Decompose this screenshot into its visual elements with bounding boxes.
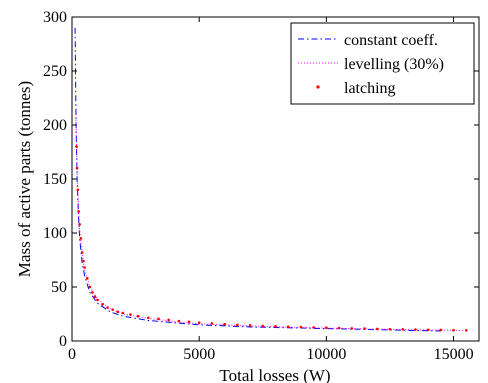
data-point bbox=[363, 327, 366, 330]
axis-tick-labels: 0 5000 10000 15000 0 50 100 150 200 250 300 bbox=[43, 9, 474, 363]
y-tick-label: 50 bbox=[51, 279, 67, 296]
data-point bbox=[78, 223, 81, 226]
data-point bbox=[197, 321, 201, 324]
legend: constant coeff. levelling (30%) latching bbox=[290, 22, 475, 105]
data-point bbox=[116, 310, 120, 314]
series-layer bbox=[74, 27, 468, 332]
data-point bbox=[91, 291, 94, 294]
data-point bbox=[299, 325, 303, 329]
data-point bbox=[312, 326, 315, 329]
data-point bbox=[147, 316, 150, 320]
data-point bbox=[157, 317, 160, 321]
series-latching bbox=[75, 145, 468, 332]
data-point bbox=[286, 325, 290, 329]
data-point bbox=[121, 311, 125, 315]
data-point bbox=[101, 302, 104, 306]
data-point bbox=[464, 329, 468, 332]
x-axis-label: Total losses (W) bbox=[219, 366, 330, 383]
data-point bbox=[88, 285, 92, 289]
data-point bbox=[187, 320, 191, 324]
y-tick-label: 100 bbox=[43, 225, 67, 242]
data-point bbox=[426, 328, 430, 332]
data-point bbox=[388, 327, 392, 331]
legend-label-levelling: levelling (30%) bbox=[344, 56, 444, 73]
y-tick-label: 250 bbox=[43, 63, 67, 80]
data-point bbox=[96, 298, 99, 302]
data-point bbox=[111, 308, 114, 311]
data-point bbox=[439, 328, 443, 332]
data-point bbox=[75, 166, 79, 170]
x-tick-label: 15000 bbox=[434, 346, 474, 363]
data-point bbox=[236, 323, 239, 327]
legend-label-constant-coeff: constant coeff. bbox=[344, 32, 438, 49]
x-tick-label: 10000 bbox=[306, 346, 346, 363]
series-line-constant-coeff bbox=[74, 27, 441, 332]
data-point bbox=[223, 322, 226, 326]
data-point bbox=[177, 319, 181, 323]
data-point bbox=[83, 266, 87, 269]
data-point bbox=[375, 327, 379, 331]
data-point bbox=[210, 322, 214, 325]
series-line-levelling-30 bbox=[75, 114, 467, 332]
y-axis-label: Mass of active parts (tonnes) bbox=[15, 81, 34, 277]
x-tick-label: 5000 bbox=[183, 346, 215, 363]
data-point bbox=[401, 328, 404, 331]
data-point bbox=[261, 324, 265, 328]
data-point bbox=[350, 327, 354, 330]
data-point bbox=[452, 328, 455, 332]
data-point bbox=[85, 277, 89, 280]
legend-label-latching: latching bbox=[344, 80, 396, 97]
data-point bbox=[325, 326, 328, 330]
data-point bbox=[337, 326, 341, 330]
data-point bbox=[75, 145, 78, 148]
y-tick-label: 0 bbox=[59, 333, 67, 350]
data-point bbox=[80, 251, 84, 254]
x-tick-label: 0 bbox=[68, 346, 76, 363]
y-tick-label: 200 bbox=[43, 117, 67, 134]
data-point bbox=[274, 325, 277, 328]
data-point bbox=[79, 237, 83, 240]
data-point bbox=[136, 314, 140, 318]
data-point bbox=[167, 318, 170, 322]
data-point bbox=[106, 306, 109, 309]
data-point bbox=[93, 295, 97, 299]
y-tick-label: 150 bbox=[43, 171, 67, 188]
y-tick-label: 300 bbox=[43, 9, 67, 26]
legend-box bbox=[290, 22, 475, 105]
data-point bbox=[76, 188, 80, 192]
data-point bbox=[414, 328, 417, 331]
data-point bbox=[248, 324, 252, 327]
data-point bbox=[129, 313, 132, 316]
axis-ticks bbox=[71, 16, 479, 342]
data-point bbox=[77, 210, 80, 213]
data-point bbox=[82, 259, 85, 263]
legend-marker-latching bbox=[316, 85, 320, 89]
